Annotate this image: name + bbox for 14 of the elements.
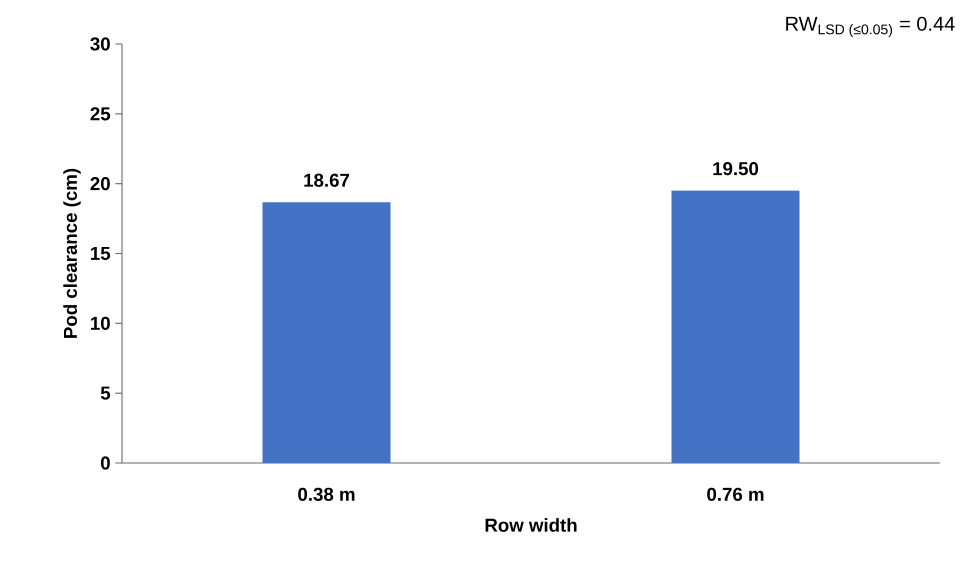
x-tick-label: 0.76 m [707, 488, 764, 501]
y-tick-label: 5 [100, 386, 110, 400]
data-label: 19.50 [713, 162, 758, 176]
y-tick-label: 25 [90, 107, 110, 120]
data-label: 18.67 [304, 174, 350, 187]
y-tick-label: 0 [100, 456, 110, 470]
text: RW$_{LSD (≤0.05)}$ = 0.44 [786, 16, 955, 38]
y-tick-label: 15 [91, 246, 110, 260]
y-axis-title: Pod clearance (cm) [63, 168, 81, 338]
x-tick-label: 0.38 m [298, 488, 354, 501]
y-tick-label: 10 [91, 316, 110, 330]
y-tick-label: 20 [90, 177, 110, 190]
x-axis-title: Row width [486, 518, 577, 532]
y-tick-label: 30 [90, 37, 110, 51]
